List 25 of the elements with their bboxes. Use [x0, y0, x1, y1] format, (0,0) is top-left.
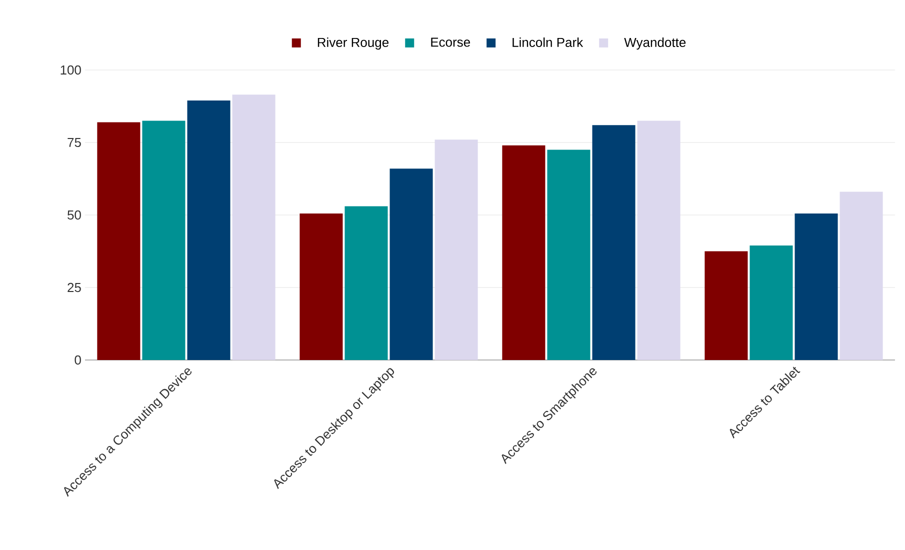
bar	[142, 120, 186, 360]
y-tick-label: 50	[68, 210, 81, 220]
bar	[794, 214, 838, 360]
bar	[637, 120, 680, 360]
y-tick-label: 75	[68, 138, 81, 148]
bar	[547, 150, 590, 360]
bar	[750, 245, 793, 360]
bar	[390, 168, 433, 360]
bar	[592, 125, 636, 360]
legend-label: Lincoln Park	[512, 37, 584, 48]
bar	[840, 192, 883, 360]
legend-label: Ecorse	[431, 38, 470, 47]
bar	[300, 214, 343, 360]
bar	[232, 94, 276, 360]
bar	[704, 251, 748, 360]
bar	[502, 145, 546, 360]
bar	[344, 206, 388, 360]
y-tick-label: 25	[68, 282, 81, 292]
y-tick-label: 0	[74, 355, 81, 365]
y-tick-label: 100	[60, 65, 81, 75]
bar	[187, 100, 230, 360]
legend-label: River Rouge	[318, 37, 389, 50]
bar	[434, 140, 478, 360]
bar	[97, 122, 140, 360]
legend-label: Wyandotte	[624, 37, 686, 50]
